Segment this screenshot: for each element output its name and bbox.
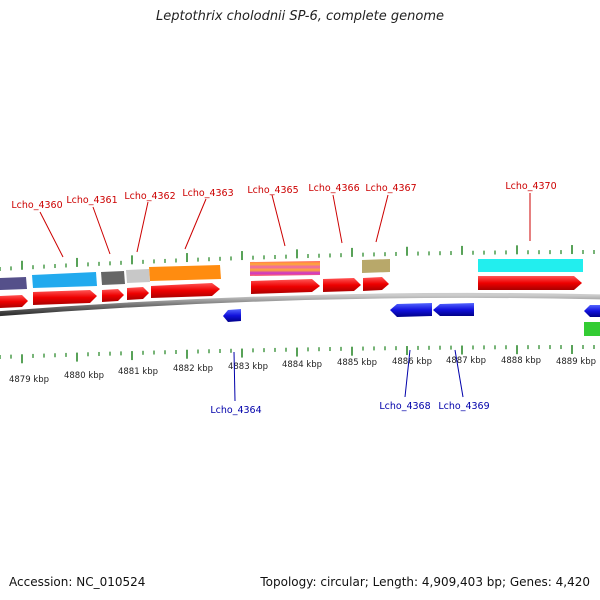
gene-label[interactable]: Lcho_4362 bbox=[124, 191, 175, 202]
scale-label: 4887 kbp bbox=[446, 356, 486, 366]
genome-backbone bbox=[0, 292, 600, 317]
leader-line bbox=[136, 201, 149, 253]
cds-arrow-forward bbox=[478, 276, 582, 290]
cds-arrow-forward bbox=[251, 279, 320, 294]
gene-label[interactable]: Lcho_4363 bbox=[182, 188, 233, 199]
cds-arrow-forward bbox=[127, 287, 149, 300]
gene-label[interactable]: Lcho_4364 bbox=[210, 405, 261, 416]
leader-line bbox=[271, 194, 286, 247]
feature-block-orange bbox=[149, 265, 221, 281]
cds-arrow-reverse bbox=[223, 309, 241, 322]
cds-arrow-forward bbox=[0, 295, 28, 308]
leader-line bbox=[39, 211, 64, 258]
lower-tick-row bbox=[0, 345, 595, 364]
feature-block-darkgray bbox=[101, 271, 125, 285]
gene-label[interactable]: Lcho_4360 bbox=[11, 200, 62, 211]
feature-block-cyan bbox=[478, 259, 583, 272]
leader-line bbox=[92, 206, 111, 255]
cds-arrow-forward bbox=[363, 277, 389, 291]
map-title: Leptothrix cholodnii SP-6, complete geno… bbox=[156, 9, 444, 24]
gene-label[interactable]: Lcho_4365 bbox=[247, 185, 298, 196]
gene-labels-top bbox=[39, 193, 531, 258]
scale-label: 4889 kbp bbox=[556, 357, 596, 367]
feature-block-green bbox=[584, 322, 600, 336]
cds-arrow-forward bbox=[151, 283, 220, 298]
gene-label[interactable]: Lcho_4367 bbox=[365, 183, 416, 194]
feature-block-slate bbox=[0, 277, 27, 290]
cds-arrow-reverse bbox=[390, 303, 432, 317]
leader-line bbox=[332, 194, 343, 244]
scale-label: 4885 kbp bbox=[337, 358, 377, 368]
accession-text: Accession: NC_010524 bbox=[9, 575, 146, 589]
reverse-cds-row bbox=[223, 303, 600, 322]
scale-label: 4882 kbp bbox=[173, 364, 213, 374]
gene-label[interactable]: Lcho_4369 bbox=[438, 401, 489, 412]
scale-label: 4888 kbp bbox=[501, 356, 541, 366]
cds-arrow-forward bbox=[102, 289, 124, 302]
gene-label[interactable]: Lcho_4368 bbox=[379, 401, 430, 412]
forward-cds-row bbox=[0, 276, 582, 308]
feature-block-lightgray bbox=[126, 269, 150, 283]
scale-labels: 4879 kbp 4880 kbp 4881 kbp 4882 kbp 4883… bbox=[9, 356, 596, 385]
feature-block-striped bbox=[250, 261, 320, 276]
cds-arrow-reverse bbox=[433, 303, 474, 316]
leader-line bbox=[233, 351, 236, 402]
gene-label[interactable]: Lcho_4370 bbox=[505, 181, 556, 192]
cds-arrow-reverse bbox=[584, 305, 600, 317]
feature-block-sky bbox=[32, 272, 97, 288]
scale-label: 4880 kbp bbox=[64, 371, 104, 381]
cds-arrow-forward bbox=[33, 290, 97, 305]
leader-line bbox=[404, 349, 411, 398]
scale-label: 4879 kbp bbox=[9, 375, 49, 385]
scale-label: 4881 kbp bbox=[118, 367, 158, 377]
feature-blocks bbox=[0, 259, 583, 290]
feature-block-khaki bbox=[362, 259, 390, 273]
leader-line bbox=[184, 198, 207, 250]
gene-label[interactable]: Lcho_4366 bbox=[308, 183, 359, 194]
gene-label[interactable]: Lcho_4361 bbox=[66, 195, 117, 206]
gene-labels-bottom bbox=[233, 349, 464, 402]
scale-label: 4883 kbp bbox=[228, 362, 268, 372]
leader-line bbox=[375, 194, 389, 243]
upper-tick-row bbox=[0, 245, 595, 271]
scale-label: 4886 kbp bbox=[392, 357, 432, 367]
gene-label-texts-top: Lcho_4360 Lcho_4361 Lcho_4362 Lcho_4363 … bbox=[11, 181, 556, 211]
scale-label: 4884 kbp bbox=[282, 360, 322, 370]
gene-label-texts-bottom: Lcho_4364 Lcho_4368 Lcho_4369 bbox=[210, 401, 489, 416]
cds-arrow-forward bbox=[323, 278, 361, 292]
leader-line bbox=[454, 349, 464, 398]
genome-summary-text: Topology: circular; Length: 4,909,403 bp… bbox=[260, 575, 590, 589]
